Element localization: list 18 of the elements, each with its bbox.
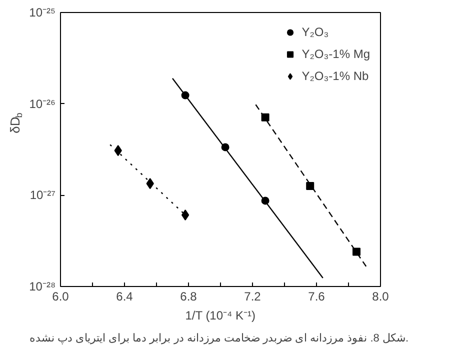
y-tick-label: 10⁻²⁶ (29, 96, 56, 111)
x-tick-label: 7.6 (308, 290, 326, 304)
y-tick-label: 10⁻²⁵ (29, 6, 56, 20)
x-tick-label: 7.2 (244, 290, 262, 304)
legend-label: Y₂O₃-1% Mg (302, 47, 370, 61)
x-tick-label: 8.0 (372, 290, 390, 304)
point (181, 209, 190, 220)
point (261, 113, 270, 122)
text: شکل 8. نفوذ مرزدانه ای ضربدر ضخامت مرزدانه در برابر دما برای ایتریای دپ نشده. (29, 332, 409, 344)
x-tick-label: 6.8 (180, 290, 198, 304)
y-tick-label: 10⁻²⁷ (30, 188, 56, 202)
point (306, 182, 314, 190)
legend-label: Y₂O₃-1% Nb (302, 69, 369, 83)
x-axis-title: 1/T (10⁻⁴ K⁻¹) (185, 308, 256, 322)
legend-label: Y₂O₃ (302, 25, 329, 39)
y-axis-title: δDb (7, 112, 24, 134)
point (352, 248, 360, 256)
x-tick-label: 6.4 (116, 290, 134, 304)
